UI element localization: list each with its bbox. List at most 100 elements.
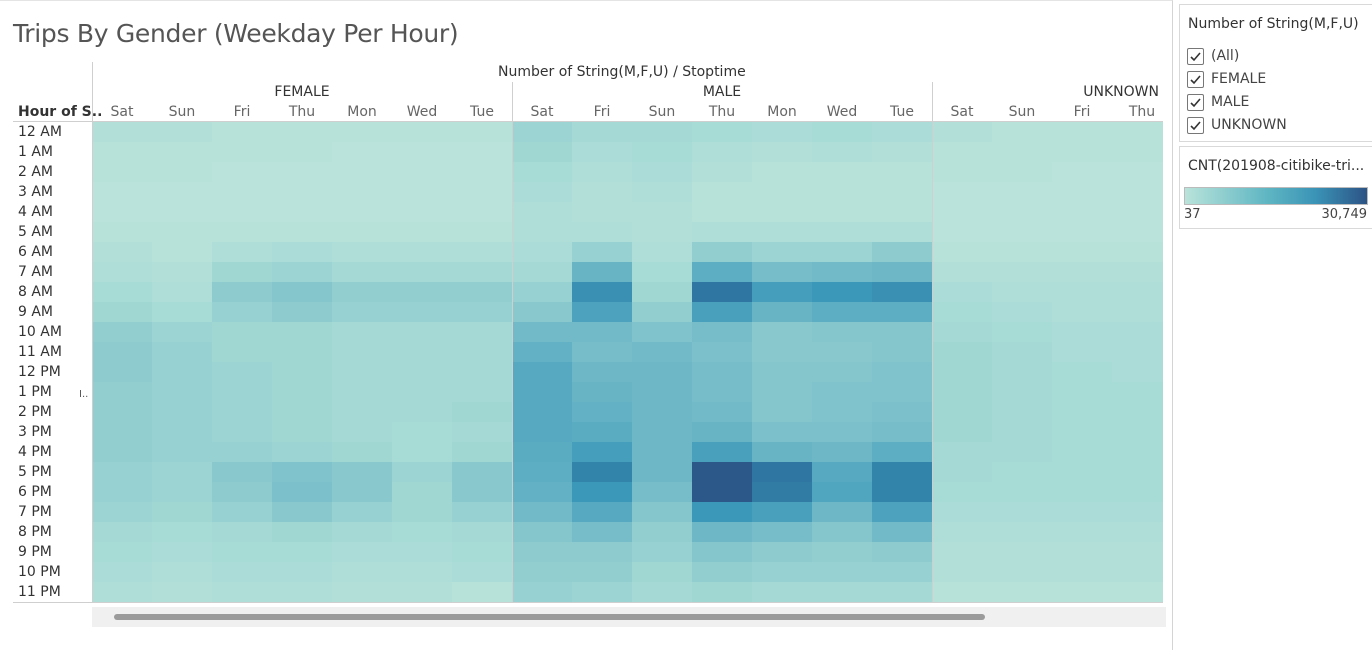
heatmap-cell[interactable] (752, 142, 812, 162)
row-header[interactable]: Hour of S.. (18, 104, 103, 120)
heatmap-cell[interactable] (392, 482, 452, 502)
heatmap-cell[interactable] (812, 542, 872, 562)
heatmap-cell[interactable] (932, 362, 992, 382)
heatmap-cell[interactable] (872, 382, 932, 402)
heatmap-cell[interactable] (92, 182, 152, 202)
heatmap-cell[interactable] (692, 482, 752, 502)
heatmap-cell[interactable] (692, 402, 752, 422)
checkbox-icon[interactable] (1187, 94, 1204, 111)
heatmap-cell[interactable] (452, 462, 512, 482)
heatmap-cell[interactable] (392, 202, 452, 222)
heatmap-cell[interactable] (932, 402, 992, 422)
heatmap-cell[interactable] (152, 482, 212, 502)
heatmap-cell[interactable] (752, 242, 812, 262)
heatmap-cell[interactable] (992, 222, 1052, 242)
heatmap-cell[interactable] (392, 402, 452, 422)
heatmap-cell[interactable] (872, 582, 932, 602)
heatmap-cell[interactable] (572, 262, 632, 282)
heatmap-cell[interactable] (272, 582, 332, 602)
heatmap-cell[interactable] (452, 382, 512, 402)
heatmap-cell[interactable] (392, 562, 452, 582)
heatmap-cell[interactable] (812, 402, 872, 422)
heatmap-cell[interactable] (1052, 562, 1112, 582)
heatmap-cell[interactable] (992, 422, 1052, 442)
heatmap-cell[interactable] (392, 122, 452, 142)
heatmap-cell[interactable] (752, 362, 812, 382)
heatmap-cell[interactable] (572, 302, 632, 322)
heatmap-cell[interactable] (872, 202, 932, 222)
heatmap-cell[interactable] (752, 402, 812, 422)
heatmap-cell[interactable] (752, 122, 812, 142)
heatmap-cell[interactable] (92, 242, 152, 262)
heatmap-cell[interactable] (572, 522, 632, 542)
heatmap-cell[interactable] (572, 342, 632, 362)
heatmap-cell[interactable] (1112, 382, 1163, 402)
heatmap-cell[interactable] (872, 502, 932, 522)
heatmap-cell[interactable] (812, 522, 872, 542)
heatmap-cell[interactable] (512, 402, 572, 422)
heatmap-cell[interactable] (692, 422, 752, 442)
heatmap-cell[interactable] (572, 162, 632, 182)
heatmap-cell[interactable] (1112, 482, 1163, 502)
heatmap-cell[interactable] (512, 282, 572, 302)
heatmap-cell[interactable] (1112, 122, 1163, 142)
heatmap-cell[interactable] (632, 442, 692, 462)
heatmap-cell[interactable] (392, 222, 452, 242)
heatmap-cell[interactable] (872, 422, 932, 442)
heatmap-cell[interactable] (992, 522, 1052, 542)
heatmap-cell[interactable] (692, 542, 752, 562)
heatmap-cell[interactable] (152, 242, 212, 262)
heatmap-cell[interactable] (332, 422, 392, 442)
heatmap-cell[interactable] (152, 462, 212, 482)
heatmap-cell[interactable] (512, 242, 572, 262)
heatmap-cell[interactable] (512, 522, 572, 542)
heatmap-cell[interactable] (812, 322, 872, 342)
heatmap-cell[interactable] (692, 202, 752, 222)
heatmap-cell[interactable] (152, 282, 212, 302)
heatmap-cell[interactable] (1112, 222, 1163, 242)
heatmap-cell[interactable] (812, 302, 872, 322)
heatmap-cell[interactable] (872, 162, 932, 182)
heatmap-cell[interactable] (512, 322, 572, 342)
heatmap-cell[interactable] (872, 282, 932, 302)
heatmap-cell[interactable] (152, 222, 212, 242)
heatmap-cell[interactable] (692, 122, 752, 142)
heatmap-cell[interactable] (992, 542, 1052, 562)
heatmap-cell[interactable] (212, 162, 272, 182)
heatmap-cell[interactable] (572, 122, 632, 142)
heatmap-cell[interactable] (392, 182, 452, 202)
heatmap-cell[interactable] (812, 382, 872, 402)
heatmap-cell[interactable] (572, 562, 632, 582)
heatmap-cell[interactable] (632, 182, 692, 202)
heatmap-cell[interactable] (692, 582, 752, 602)
resize-handle-icon[interactable]: Ⅰ.. (79, 389, 89, 400)
heatmap-cell[interactable] (332, 262, 392, 282)
heatmap-cell[interactable] (272, 442, 332, 462)
heatmap-cell[interactable] (872, 562, 932, 582)
heatmap-cell[interactable] (452, 182, 512, 202)
heatmap-cell[interactable] (632, 342, 692, 362)
heatmap-cell[interactable] (752, 182, 812, 202)
heatmap-cell[interactable] (632, 322, 692, 342)
heatmap-cell[interactable] (212, 282, 272, 302)
heatmap-cell[interactable] (452, 162, 512, 182)
heatmap-cell[interactable] (92, 302, 152, 322)
heatmap-cell[interactable] (572, 182, 632, 202)
heatmap-cell[interactable] (812, 482, 872, 502)
heatmap-cell[interactable] (872, 222, 932, 242)
heatmap-cell[interactable] (992, 502, 1052, 522)
heatmap-cell[interactable] (272, 262, 332, 282)
heatmap-cell[interactable] (692, 182, 752, 202)
heatmap-cell[interactable] (272, 482, 332, 502)
heatmap-cell[interactable] (152, 562, 212, 582)
heatmap-cell[interactable] (392, 522, 452, 542)
heatmap-cell[interactable] (1112, 302, 1163, 322)
heatmap-cell[interactable] (392, 442, 452, 462)
heatmap-cell[interactable] (932, 342, 992, 362)
heatmap-cell[interactable] (92, 282, 152, 302)
heatmap-cell[interactable] (512, 502, 572, 522)
heatmap-cell[interactable] (272, 562, 332, 582)
heatmap-cell[interactable] (272, 322, 332, 342)
heatmap-cell[interactable] (1052, 282, 1112, 302)
heatmap-cell[interactable] (992, 282, 1052, 302)
